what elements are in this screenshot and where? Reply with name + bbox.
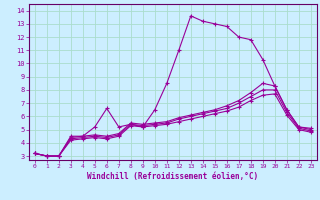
X-axis label: Windchill (Refroidissement éolien,°C): Windchill (Refroidissement éolien,°C) (87, 172, 258, 181)
